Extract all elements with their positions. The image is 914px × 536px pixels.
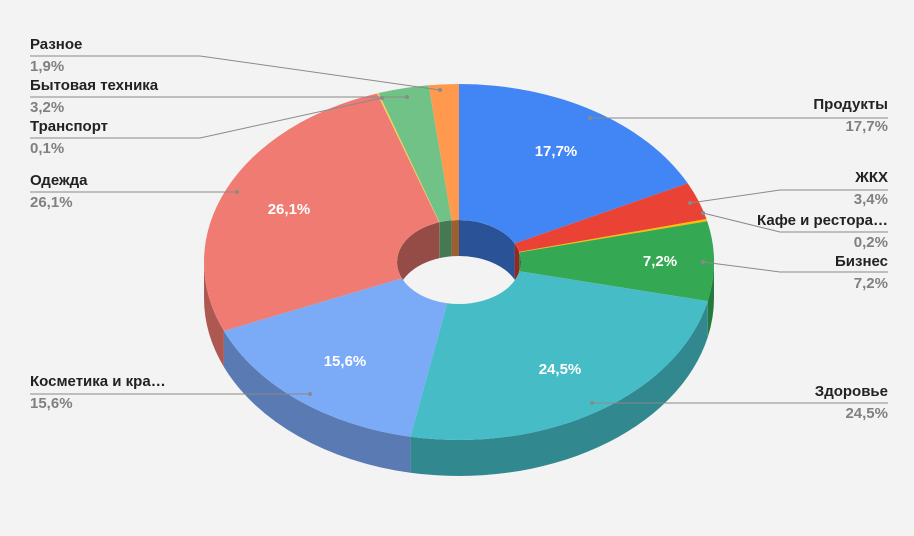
leader-dot bbox=[688, 201, 692, 205]
leader-dot bbox=[235, 190, 239, 194]
slice-inner-wall bbox=[397, 222, 440, 298]
leader-dot bbox=[590, 401, 594, 405]
legend-value: 7,2% bbox=[854, 275, 888, 292]
slice-label: 24,5% bbox=[539, 361, 582, 378]
legend-value: 3,2% bbox=[30, 99, 64, 116]
slice bbox=[223, 278, 448, 437]
slice bbox=[428, 84, 459, 221]
slice bbox=[377, 93, 440, 223]
legend-label: Бытовая техника bbox=[30, 77, 159, 94]
slice-inner-wall bbox=[451, 220, 459, 257]
slice bbox=[514, 183, 707, 252]
legend-value: 24,5% bbox=[845, 405, 888, 422]
leader-line bbox=[30, 55, 441, 91]
slice bbox=[459, 84, 688, 244]
legend-value: 15,6% bbox=[30, 395, 73, 412]
legend-value: 1,9% bbox=[30, 58, 64, 75]
legend-value: 0,2% bbox=[854, 234, 888, 251]
slice bbox=[519, 219, 708, 253]
legend-label: Транспорт bbox=[30, 118, 108, 135]
slice bbox=[519, 221, 715, 302]
slice-side bbox=[204, 262, 224, 367]
leader-dot bbox=[405, 95, 409, 99]
legend-label: Бизнес bbox=[835, 253, 888, 270]
leader-dot bbox=[308, 392, 312, 396]
slice-label: 7,2% bbox=[643, 253, 677, 270]
slice-inner-wall bbox=[439, 220, 452, 259]
legend-label: Одежда bbox=[30, 172, 88, 189]
legend-value: 26,1% bbox=[30, 194, 73, 211]
slice-label: 26,1% bbox=[268, 201, 311, 218]
legend-label: Здоровье bbox=[815, 383, 888, 400]
legend-label: ЖКХ bbox=[854, 169, 888, 186]
slice bbox=[378, 85, 452, 223]
legend-value: 17,7% bbox=[845, 118, 888, 135]
leader-dot bbox=[588, 116, 592, 120]
hole bbox=[397, 220, 521, 304]
leader-line bbox=[702, 212, 888, 233]
slice-side bbox=[707, 262, 714, 338]
leader-line bbox=[30, 97, 383, 139]
leader-dot bbox=[438, 88, 442, 92]
leader-dot bbox=[701, 211, 705, 215]
slice-side bbox=[223, 330, 411, 473]
slice-label: 15,6% bbox=[324, 353, 367, 370]
slice-side bbox=[410, 301, 708, 476]
leader-line bbox=[689, 189, 888, 204]
legend-label: Продукты bbox=[813, 96, 888, 113]
legend-value: 3,4% bbox=[854, 191, 888, 208]
legend-label: Кафе и рестора… bbox=[757, 212, 888, 229]
slice bbox=[203, 93, 440, 331]
slice-label: 17,7% bbox=[535, 143, 578, 160]
legend-value: 0,1% bbox=[30, 140, 64, 157]
slice-inner-wall bbox=[459, 220, 515, 280]
legend-label: Косметика и кра… bbox=[30, 373, 166, 390]
leader-line bbox=[702, 261, 888, 273]
slice bbox=[410, 271, 708, 440]
legend-label: Разное bbox=[30, 36, 82, 53]
leader-dot bbox=[701, 260, 705, 264]
